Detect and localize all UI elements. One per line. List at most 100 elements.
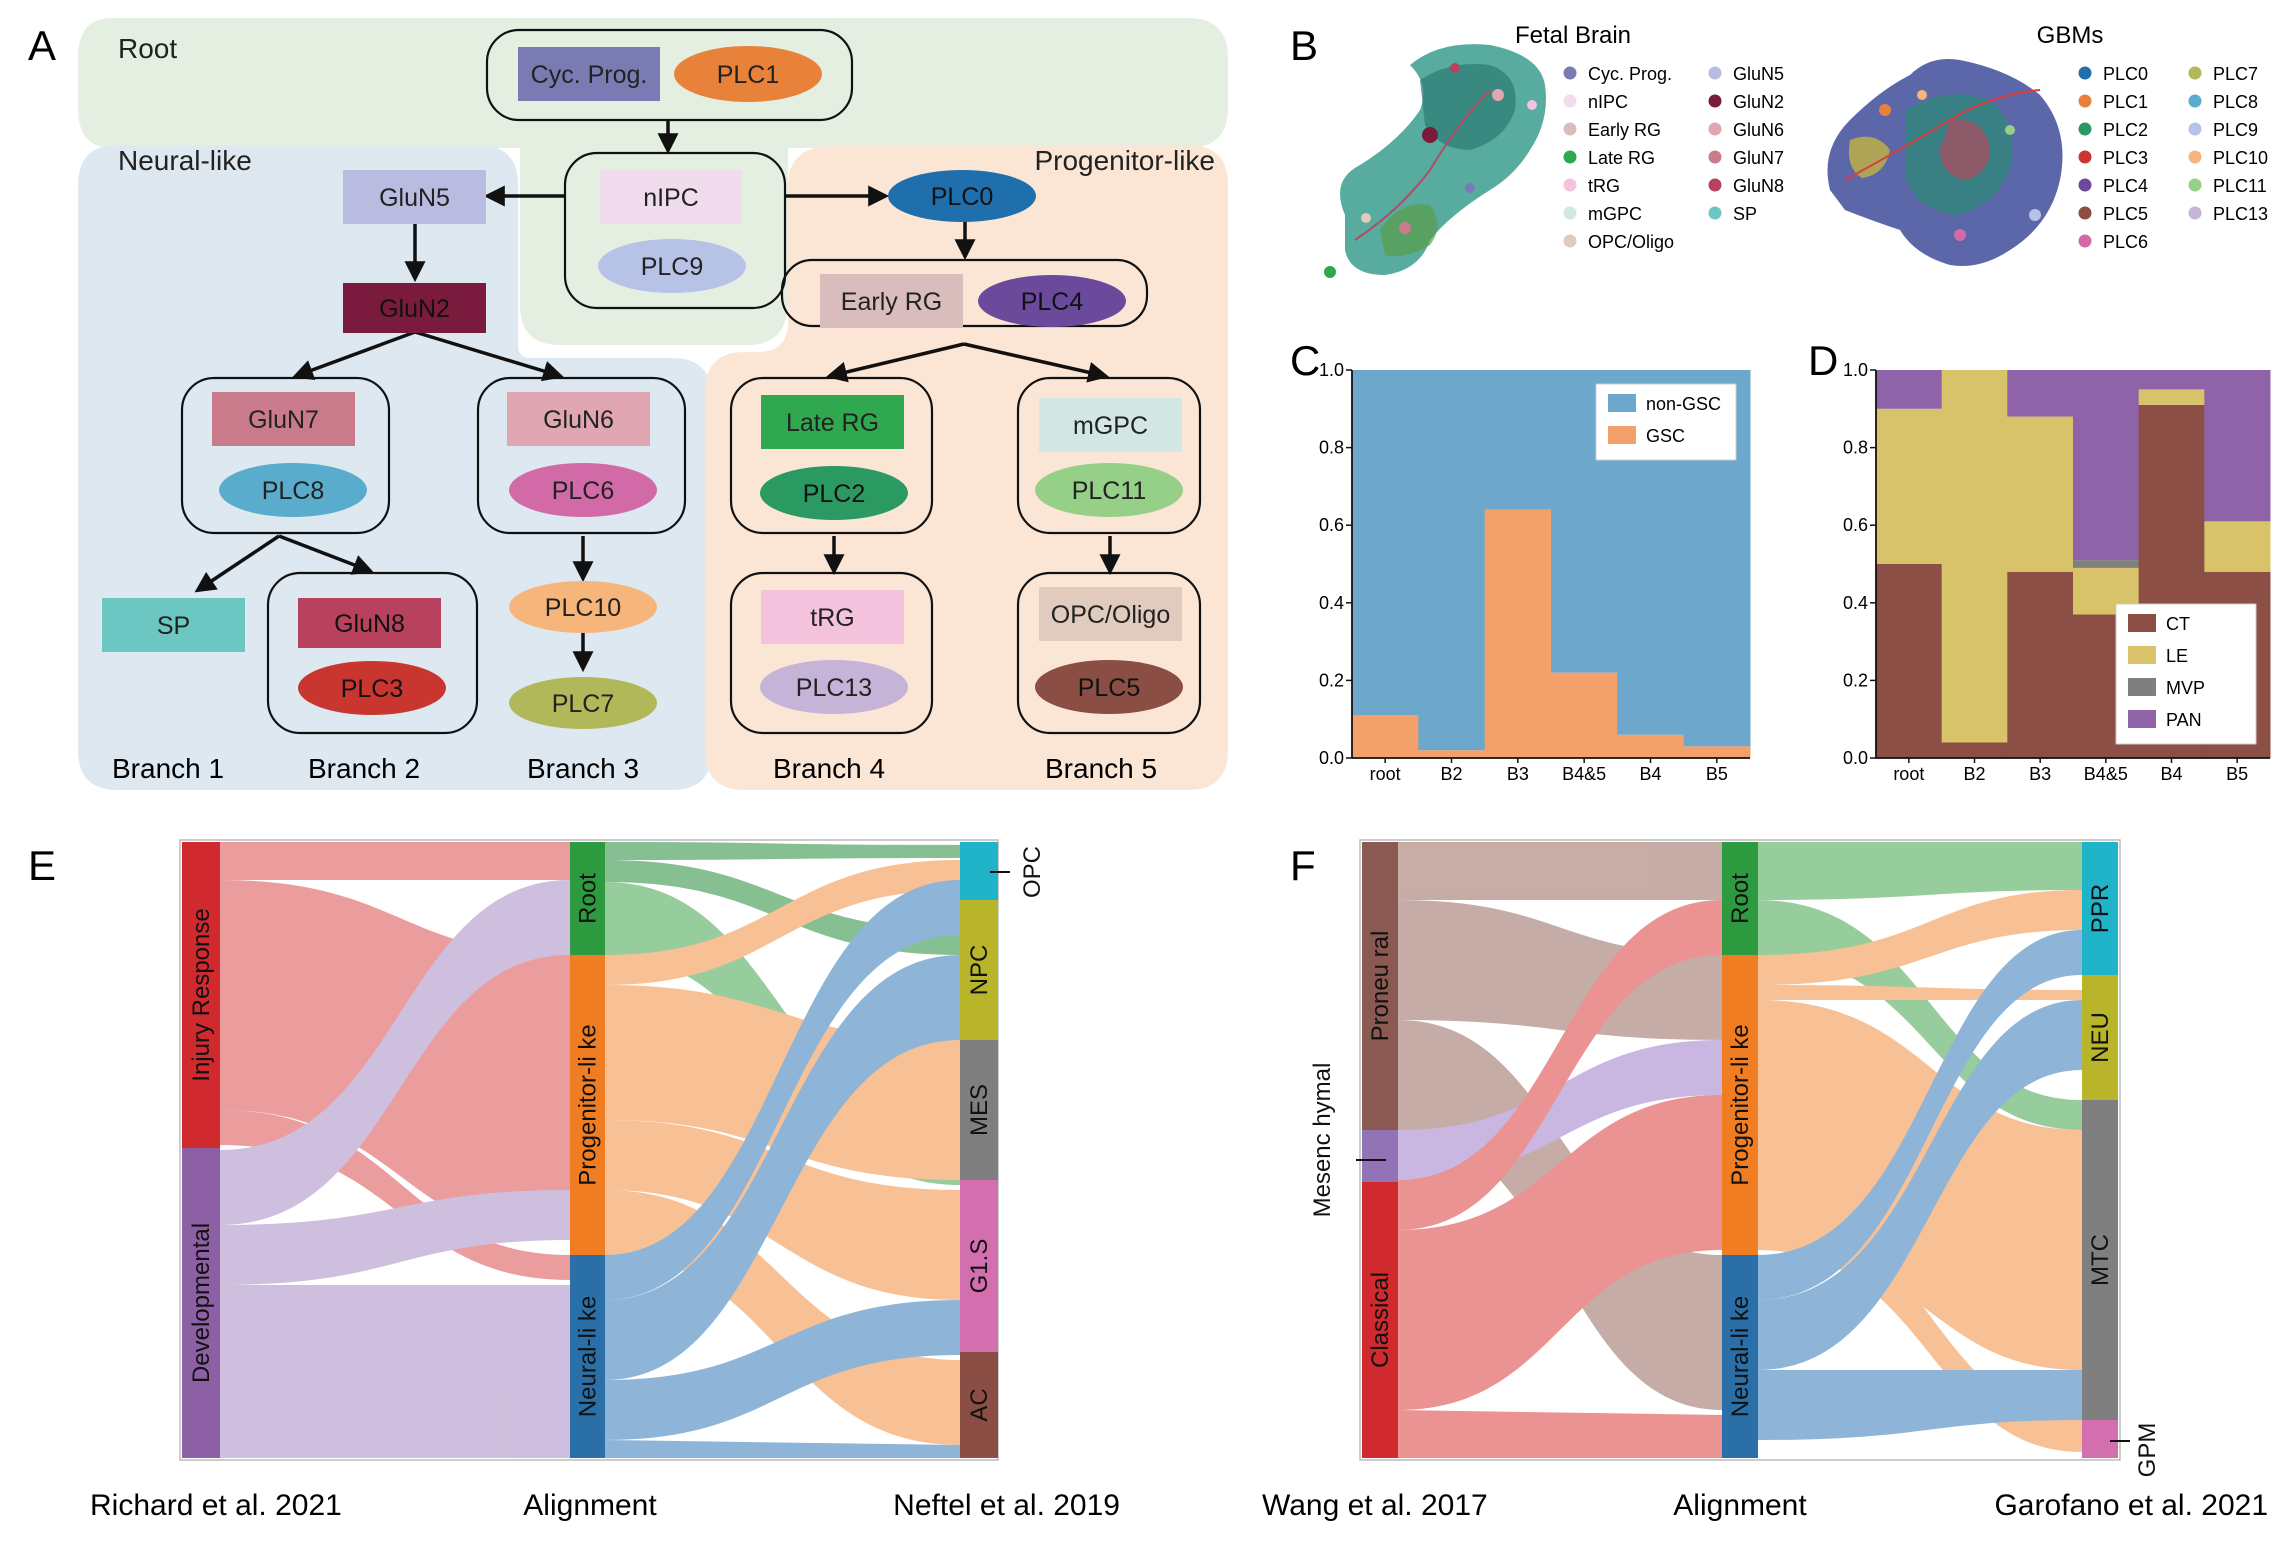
node-plc7: PLC7 [509,677,657,729]
node-plc11-label: PLC11 [1072,477,1147,505]
bar-PAN-B4&5 [2073,370,2140,561]
legend-swatch [1563,206,1577,220]
sankey-node: G1.S [960,1180,998,1352]
panel-letter-f: F [1290,842,1316,889]
node-plc3-ellipse [298,661,446,715]
legend-swatch [2078,94,2092,108]
legend-label: PLC7 [2213,64,2258,84]
node-glun5: GluN5 [343,170,486,224]
node-nipc-box [600,170,742,224]
legend-label: PLC11 [2213,176,2267,196]
x-tick-label: B5 [1706,764,1728,784]
legend-swatch [2188,206,2202,220]
sankey-node-bar [2082,1420,2118,1458]
legend-label: PLC9 [2213,120,2258,140]
node-plc5-ellipse [1035,660,1183,714]
node-plc1-label: PLC1 [717,61,780,89]
sankey-e-nodes: Injury Response Developmental Root Progenit… [182,842,1046,1458]
node-plc10-ellipse [509,581,657,633]
legend-item: GluN7 [1708,148,1784,168]
branch-4-label: Branch 4 [773,753,885,784]
node-laterg: Late RG [761,395,904,449]
sankey-node: AC [960,1352,998,1458]
node-mgpc: mGPC [1039,398,1182,452]
legend-label-PAN: PAN [2166,710,2202,730]
x-tick-label: root [1893,764,1924,784]
legend-label: GluN5 [1733,64,1784,84]
node-glun8: GluN8 [298,598,441,648]
x-tick-label: B3 [1507,764,1529,784]
bar-LE-root [1876,408,1943,564]
x-tick-label: B2 [1963,764,1985,784]
sankey-node: Mesenc hymal [1309,1063,1398,1218]
legend-item: PLC1 [2078,92,2148,112]
node-earlyrg-label: Early RG [841,288,942,316]
sankey-node-bar [182,1148,220,1458]
legend-item: PLC6 [2078,232,2148,252]
y-tick-label: 0.0 [1319,748,1344,768]
node-plc7-ellipse [509,677,657,729]
sankey-node: PPR [2082,842,2118,975]
sankey-f-frame [1359,839,2121,1461]
node-mgpc-label: mGPC [1073,412,1148,440]
branch-1-label: Branch 1 [112,753,224,784]
legend-swatch-GSC [1608,426,1636,444]
sankey-node: NPC [960,900,998,1040]
x-tick-label: B3 [2029,764,2051,784]
legend-label: PLC10 [2213,148,2268,168]
bar-GSC-B4 [1617,734,1685,758]
legend-item: PLC11 [2188,176,2267,196]
sankey-node-label: Injury Response [188,908,215,1081]
sankey-node: Neural-li ke [570,1255,605,1458]
sankey-node-label: Developmental [188,1223,215,1383]
sankey-node-label: Progenitor-li ke [1727,1024,1754,1185]
node-glun2-label: GluN2 [379,295,450,323]
sankey-node-bar [960,1040,998,1180]
node-plc0-label: PLC0 [931,183,994,211]
legend-item: Early RG [1563,120,1661,140]
node-opc: OPC/Oligo [1039,587,1182,641]
sankey-node: Progenitor-li ke [1722,955,1758,1255]
region-label-neural: Neural-like [118,145,252,176]
node-plc0-ellipse [888,170,1036,222]
legend-item: GluN5 [1708,64,1784,84]
sankey-e-right-title: Neftel et al. 2019 [893,1489,1120,1522]
node-plc7-label: PLC7 [552,690,615,718]
y-tick-label: 1.0 [1843,360,1868,380]
legend-swatch-LE [2128,646,2156,664]
node-plc10: PLC10 [509,581,657,633]
legend-label: OPC/Oligo [1588,232,1674,252]
sankey-node-label: MTC [2087,1234,2114,1286]
node-plc0: PLC0 [888,170,1036,222]
tree-nodes: Cyc. Prog. PLC1 nIPC PLC9 GluN5 GluN2 GluN7 PLC… [102,46,1183,729]
node-nipc-label: nIPC [643,184,699,212]
legend-item: Cyc. Prog. [1563,64,1672,84]
branch-5-label: Branch 5 [1045,753,1157,784]
node-glun5-label: GluN5 [379,184,450,212]
sankey-node: Progenitor-li ke [570,955,605,1255]
sankey-node-label: Mesenc hymal [1309,1063,1336,1218]
legend-swatch [1563,178,1577,192]
sankey-node-label: GPM [2134,1423,2161,1478]
node-glun6-label: GluN6 [543,406,614,434]
legend-swatch [2188,178,2202,192]
legend-item: PLC3 [2078,148,2148,168]
bar-non-GSC-B3 [1484,370,1552,510]
legend-swatch [2078,66,2092,80]
sankey-node: NEU [2082,975,2118,1100]
legend-swatch [1563,122,1577,136]
y-tick-label: 0.8 [1319,438,1344,458]
gbm-title: GBMs [2037,22,2104,49]
node-earlyrg-box [820,274,963,328]
bar-LE-B3 [2007,416,2074,572]
panel-c: C root B2 B3 B4&5 B4 B5 0.0 0.2 0.4 0.6 0.8 1.0 non-… [1290,337,1751,784]
sankey-node-bar [2082,842,2118,975]
node-opc-box [1039,587,1182,641]
legend-item: PLC7 [2188,64,2258,84]
node-glun6: GluN6 [507,392,650,446]
legend-label: Cyc. Prog. [1588,64,1672,84]
frame-glun6-plc6 [476,376,687,535]
legend-item: nIPC [1563,92,1628,112]
bar-CT-root [1876,564,1943,758]
node-glun7-label: GluN7 [248,406,319,434]
